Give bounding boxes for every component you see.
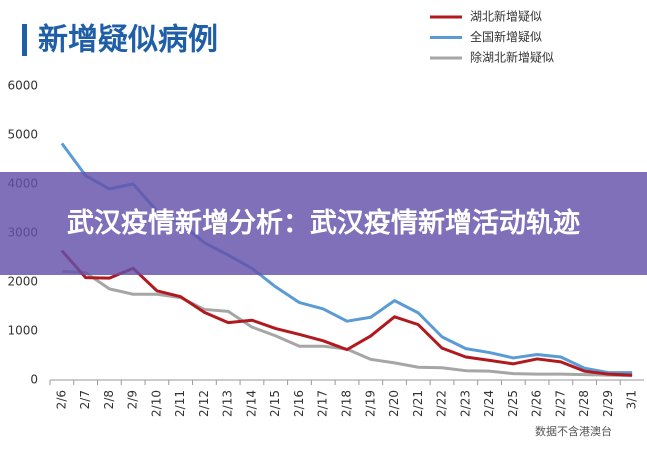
x-tick-label: 2/8: [102, 390, 116, 409]
y-tick-label: 1000: [7, 324, 38, 338]
x-tick-label: 2/12: [197, 390, 211, 417]
legend-label: 全国新增疑似: [470, 29, 542, 44]
x-tick-label: 3/1: [625, 390, 639, 409]
x-tick-label: 2/21: [411, 390, 425, 417]
x-tick-label: 2/6: [54, 390, 68, 409]
x-tick-label: 2/23: [458, 390, 472, 417]
legend-label: 湖北新增疑似: [470, 9, 542, 24]
x-tick-label: 2/26: [530, 390, 544, 417]
legend-label: 除湖北新增疑似: [470, 50, 554, 65]
x-tick-label: 2/10: [149, 390, 163, 417]
x-tick-label: 2/20: [387, 390, 401, 417]
x-tick-label: 2/14: [244, 390, 258, 417]
x-tick-label: 2/16: [292, 390, 306, 417]
x-tick-label: 2/22: [435, 390, 449, 417]
x-tick-label: 2/11: [173, 390, 187, 417]
x-tick-label: 2/19: [363, 390, 377, 417]
overlay-banner: 武汉疫情新增分析：武汉疫情新增活动轨迹: [0, 172, 647, 275]
y-tick-label: 5000: [7, 128, 38, 142]
x-tick-label: 2/27: [553, 390, 567, 417]
x-tick-label: 2/28: [577, 390, 591, 417]
x-tick-label: 2/25: [506, 390, 520, 417]
series-line: [60, 249, 633, 377]
x-tick-label: 2/15: [268, 390, 282, 417]
title-accent: [22, 24, 27, 56]
source-note: 数据不含港澳台: [535, 424, 612, 438]
x-tick-label: 2/29: [601, 390, 615, 417]
x-tick-label: 2/17: [316, 390, 330, 417]
x-tick-label: 2/13: [221, 390, 235, 417]
x-tick-label: 2/9: [126, 390, 140, 409]
x-tick-label: 2/18: [340, 390, 354, 417]
y-tick-label: 2000: [7, 275, 38, 289]
chart-title: 新增疑似病例: [38, 23, 218, 58]
y-tick-label: 6000: [7, 79, 38, 93]
x-tick-label: 2/7: [78, 390, 92, 409]
y-tick-label: 0: [30, 373, 38, 387]
x-tick-label: 2/24: [482, 390, 496, 417]
